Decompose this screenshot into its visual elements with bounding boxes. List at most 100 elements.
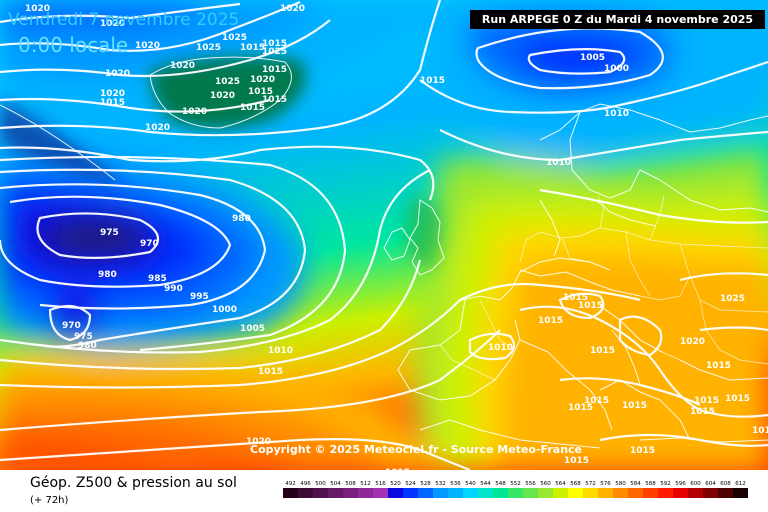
isobar-label: 1010 [488, 343, 513, 353]
valid-date: Vendredi 7 novembre 2025 [8, 10, 240, 30]
isobar-label: 1015 [584, 396, 609, 406]
legend-swatch [283, 488, 298, 498]
isobar-label: 975 [100, 228, 119, 238]
legend-swatch [418, 488, 433, 498]
isobar-label: 1015 [385, 468, 410, 470]
isobar-label: 1015 [694, 396, 719, 406]
isobar-label: 1015 [262, 95, 287, 105]
isobar-label: 1015 [752, 426, 768, 436]
isobar-label: 1015 [262, 39, 287, 49]
coastlines [0, 56, 768, 449]
isobar-label: 1015 [248, 87, 273, 97]
isobar-label: 1015 [262, 65, 287, 75]
legend-value: 516 [375, 481, 386, 487]
legend-swatch [313, 488, 328, 498]
copyright-text: Copyright © 2025 Meteociel.fr - Source M… [250, 443, 583, 456]
legend-value: 500 [315, 481, 326, 487]
legend-value: 552 [510, 481, 521, 487]
isobar-label: 980 [78, 341, 97, 351]
legend-value: 560 [540, 481, 551, 487]
isobar-label: 1015 [563, 293, 588, 303]
isobar-label: 1020 [100, 19, 125, 29]
isobar-label: 1020 [182, 107, 207, 117]
isobar-label: 1005 [240, 324, 265, 334]
legend-swatch [658, 488, 673, 498]
isobar-label: 1020 [105, 69, 130, 79]
legend-value: 592 [660, 481, 671, 487]
isobar-label: 1015 [578, 301, 603, 311]
isobar-label: 1020 [145, 123, 170, 133]
isobar-label: 1015 [100, 98, 125, 108]
isobar-label: 1015 [590, 346, 615, 356]
isobar-label: 1020 [170, 61, 195, 71]
legend-swatch [328, 488, 343, 498]
legend-swatch [298, 488, 313, 498]
isobar-label: 980 [98, 270, 117, 280]
isobar-label: 1025 [215, 77, 240, 87]
isobar-label: 1020 [25, 4, 50, 14]
isobar-label: 1020 [135, 41, 160, 51]
legend-value: 556 [525, 481, 536, 487]
isobar-label: 980 [232, 214, 251, 224]
isobar-label: 1015 [240, 103, 265, 113]
isobar-label: 970 [62, 321, 81, 331]
isobar-label: 975 [74, 332, 93, 342]
legend-value: 548 [495, 481, 506, 487]
legend-swatch [553, 488, 568, 498]
legend-swatch [358, 488, 373, 498]
legend-swatch [523, 488, 538, 498]
isobar-label: 1020 [250, 75, 275, 85]
legend-swatch [733, 488, 748, 498]
legend-swatch [643, 488, 658, 498]
legend-value: 496 [300, 481, 311, 487]
isobar-label: 1025 [196, 43, 221, 53]
isobar-label: 1020 [680, 337, 705, 347]
legend-value: 508 [345, 481, 356, 487]
isobar-label: 1025 [262, 47, 287, 57]
forecast-map: 1020 1020 1020 1025 1025 1015 1015 1025 1020 1020… [0, 0, 768, 470]
isobar-label: 1025 [222, 33, 247, 43]
isobar-label: 985 [148, 274, 167, 284]
legend-swatch [673, 488, 688, 498]
legend-value: 608 [720, 481, 731, 487]
legend-swatch [343, 488, 358, 498]
bottom-panel: Géop. Z500 & pression au sol (+ 72h) 492… [0, 470, 768, 512]
legend-swatch [448, 488, 463, 498]
legend-swatch [688, 488, 703, 498]
legend-value: 544 [480, 481, 491, 487]
isobar-label: 995 [190, 292, 209, 302]
isobar-label: 1025 [720, 294, 745, 304]
legend-swatch [373, 488, 388, 498]
legend-swatch [703, 488, 718, 498]
isobar-label: 1000 [604, 64, 629, 74]
isobar-label: 1005 [580, 53, 605, 63]
isobar-label: 1020 [100, 89, 125, 99]
legend-swatch [433, 488, 448, 498]
legend-swatch [598, 488, 613, 498]
legend-value: 596 [675, 481, 686, 487]
legend-value: 588 [645, 481, 656, 487]
isobar-label: 1015 [258, 367, 283, 377]
legend-swatch [613, 488, 628, 498]
legend-value: 584 [630, 481, 641, 487]
isobar-label: 1015 [568, 403, 593, 413]
isobar-label: 990 [164, 284, 183, 294]
isobar-label: 1015 [622, 401, 647, 411]
legend-value: 512 [360, 481, 371, 487]
legend-swatch [583, 488, 598, 498]
legend-value: 576 [600, 481, 611, 487]
legend-swatch [388, 488, 403, 498]
legend-value: 568 [570, 481, 581, 487]
legend-value: 532 [435, 481, 446, 487]
legend-swatch [508, 488, 523, 498]
run-info-banner: Run ARPEGE 0 Z du Mardi 4 novembre 2025 [470, 10, 765, 29]
legend-value: 504 [330, 481, 341, 487]
isobar-label: 1010 [604, 109, 629, 119]
legend-swatch [538, 488, 553, 498]
forecast-offset: (+ 72h) [30, 495, 69, 506]
legend-value: 600 [690, 481, 701, 487]
isobar-label: 1020 [210, 91, 235, 101]
legend-swatch [568, 488, 583, 498]
